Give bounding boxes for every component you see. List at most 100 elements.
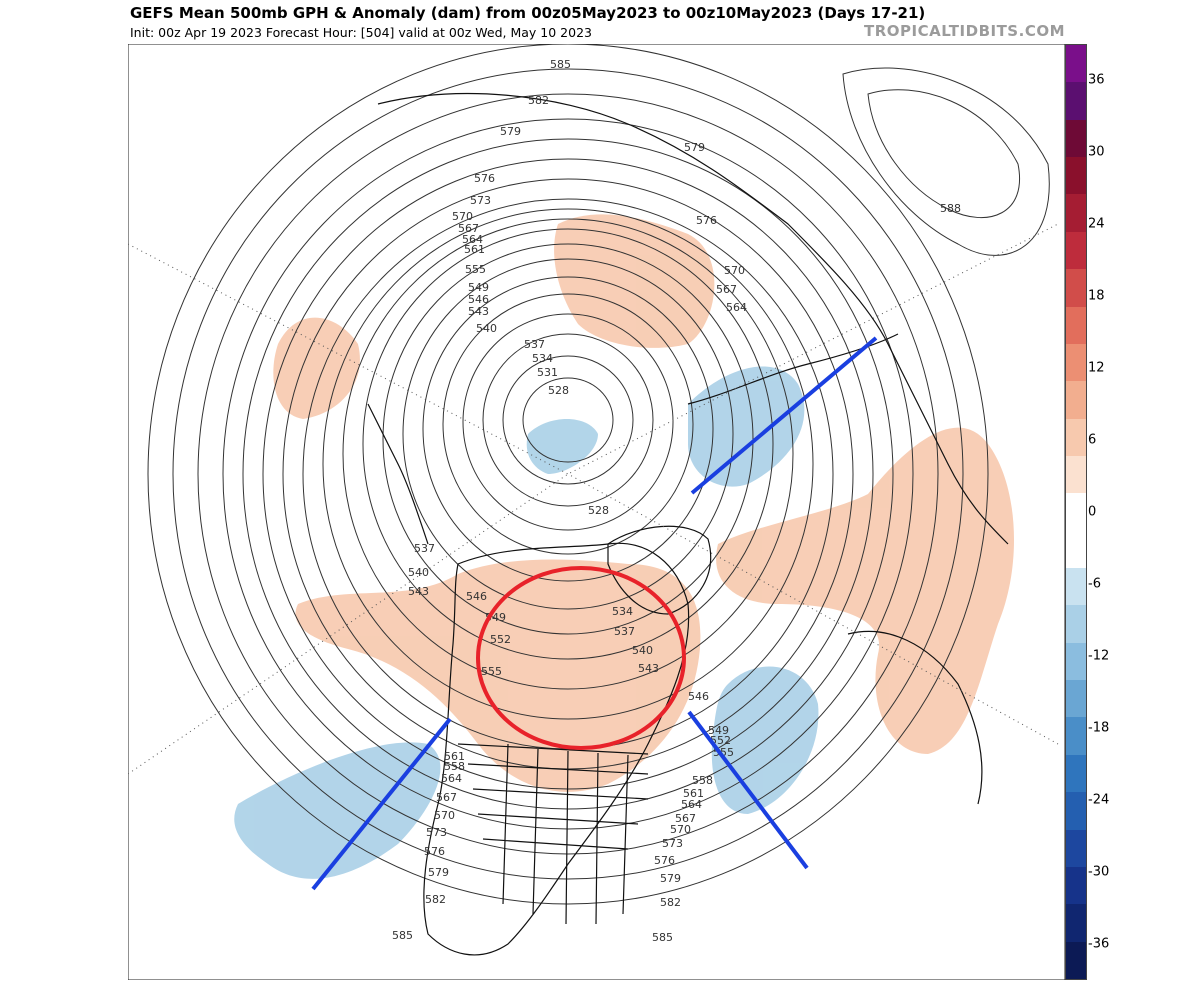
contour-label: 552 <box>490 633 511 646</box>
colorbar-segment <box>1066 792 1086 830</box>
contour-label: 570 <box>670 823 691 836</box>
colorbar-tick-label: -36 <box>1088 936 1110 952</box>
anomaly-positive-canada <box>295 559 701 792</box>
colorbar-tick-label: -12 <box>1088 648 1110 664</box>
colorbar-segment <box>1066 82 1086 120</box>
us-states-grid <box>467 743 649 925</box>
contour-label-group: 585 582 579 579 576 576 573 570 570 567 … <box>392 58 961 944</box>
colorbar-segment <box>1066 642 1086 681</box>
contour-label: 573 <box>470 194 491 207</box>
annotations <box>311 336 878 891</box>
contour-label: 561 <box>683 787 704 800</box>
colorbar-segment <box>1066 866 1086 905</box>
colorbar-segment <box>1066 605 1086 643</box>
contour-label: 585 <box>392 929 413 942</box>
contour-label: 540 <box>476 322 497 335</box>
coastlines <box>367 92 1009 956</box>
anomaly-positive-asia <box>716 427 1015 754</box>
contour-label: 558 <box>692 774 713 787</box>
colorbar-segment <box>1066 381 1086 419</box>
contour-label: 579 <box>500 125 521 138</box>
highlight-circle <box>476 566 686 750</box>
colorbar-tick-label: -24 <box>1088 792 1110 808</box>
colorbar-segment <box>1066 680 1086 718</box>
colorbar-segment <box>1066 568 1086 606</box>
contour-label: 543 <box>638 662 659 675</box>
lat-lon-grid <box>128 223 1059 775</box>
us-border <box>457 743 649 755</box>
contour-label: 537 <box>524 338 545 351</box>
colorbar-segment <box>1066 343 1086 382</box>
contour-label: 564 <box>726 301 747 314</box>
contour-label: 582 <box>660 896 681 909</box>
contour-label: 540 <box>632 644 653 657</box>
contour-label: 531 <box>537 366 558 379</box>
contour-label: 576 <box>696 214 717 227</box>
colorbar-segment <box>1066 418 1086 456</box>
greenland-coast <box>607 525 712 615</box>
colorbar-tick-label: -30 <box>1088 864 1110 880</box>
contour-label: 546 <box>466 590 487 603</box>
contour-label: 546 <box>688 690 709 703</box>
contour-label: 579 <box>684 141 705 154</box>
contour-label: 576 <box>654 854 675 867</box>
contour-label: 570 <box>452 210 473 223</box>
colorbar-segment <box>1066 119 1086 158</box>
north-america-coast <box>423 542 690 956</box>
contour-label: 564 <box>681 798 702 811</box>
contour-label: 576 <box>474 172 495 185</box>
contour-label: 528 <box>548 384 569 397</box>
colorbar-tick-label: 18 <box>1088 288 1105 304</box>
height-contours <box>147 44 1050 905</box>
contour-label: 582 <box>528 94 549 107</box>
contour-label: 570 <box>434 809 455 822</box>
contour-label: 579 <box>660 872 681 885</box>
alaska-coast <box>367 403 429 545</box>
colorbar-tick-label: 24 <box>1088 216 1105 232</box>
contour-label: 567 <box>716 283 737 296</box>
anomaly-negative-siberia <box>688 366 805 487</box>
trough-line-atlantic <box>687 710 809 870</box>
colorbar-segment <box>1066 306 1086 344</box>
contour-label: 540 <box>408 566 429 579</box>
contour-label: 534 <box>532 352 553 365</box>
colorbar-segment <box>1066 231 1086 270</box>
asia-east-coast <box>687 333 899 405</box>
colorbar-segment <box>1066 829 1086 867</box>
colorbar-tick-label: 6 <box>1088 432 1097 448</box>
contour-label: 528 <box>588 504 609 517</box>
colorbar-tick-label: -6 <box>1088 576 1101 592</box>
trough-line-asia <box>690 336 878 495</box>
africa-coast <box>847 630 983 805</box>
contour-label: 543 <box>408 585 429 598</box>
colorbar-segment <box>1066 717 1086 755</box>
contour-label: 561 <box>464 243 485 256</box>
anomaly-negative-pacific <box>234 742 441 879</box>
contour-label: 537 <box>614 625 635 638</box>
colorbar-tick-label: 36 <box>1088 72 1105 88</box>
contour-label: 582 <box>425 893 446 906</box>
colorbar-segment <box>1066 941 1086 979</box>
contour-label: 558 <box>444 760 465 773</box>
colorbar-segment <box>1066 269 1086 307</box>
colorbar-segment <box>1066 493 1086 531</box>
contour-label: 567 <box>436 791 457 804</box>
colorbar-segment <box>1066 45 1086 83</box>
colorbar-segment <box>1066 754 1086 793</box>
contour-label: 555 <box>481 665 502 678</box>
contour-label: 564 <box>462 233 483 246</box>
map-canvas: 585 582 579 579 576 576 573 570 570 567 … <box>128 44 1065 980</box>
colorbar <box>1065 44 1087 980</box>
trough-line-pacific <box>311 717 452 891</box>
chart-title: GEFS Mean 500mb GPH & Anomaly (dam) from… <box>130 4 926 22</box>
contour-label: 555 <box>465 263 486 276</box>
colorbar-segment <box>1066 455 1086 494</box>
chart-subtitle: Init: 00z Apr 19 2023 Forecast Hour: [50… <box>130 25 592 40</box>
colorbar-segment <box>1066 194 1086 232</box>
contour-label: 573 <box>426 826 447 839</box>
contour-label: 543 <box>468 305 489 318</box>
colorbar-tick-label: -18 <box>1088 720 1110 736</box>
contour-label: 534 <box>612 605 633 618</box>
contour-label: 564 <box>441 772 462 785</box>
contour-label: 588 <box>940 202 961 215</box>
